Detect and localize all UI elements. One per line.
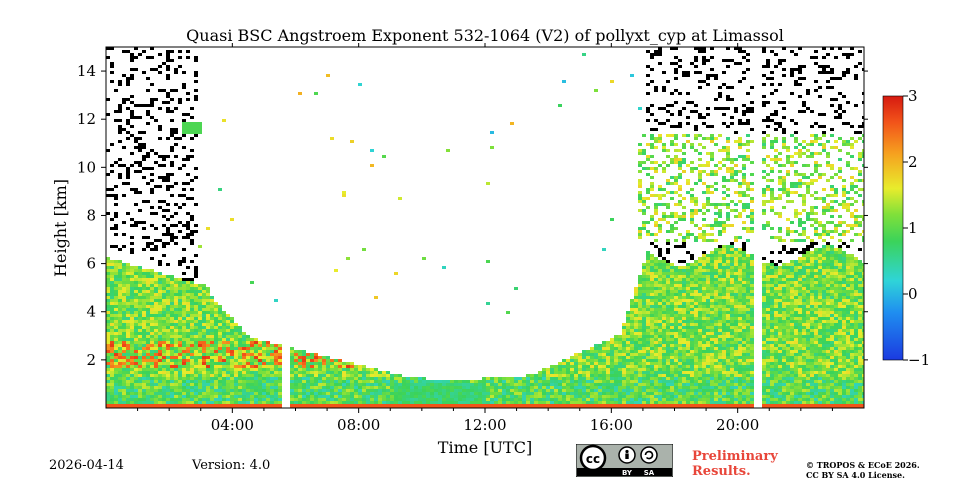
colorbar-tick-label: 1 [908, 219, 918, 237]
y-axis: 2 4 6 8 10 12 14 [77, 62, 868, 369]
preliminary-text: Preliminary [692, 449, 778, 464]
x-tick-label: 16:00 [590, 416, 633, 434]
badge-by-text: BY [622, 469, 633, 477]
x-tick-label: 20:00 [716, 416, 759, 434]
preliminary-results-note: Preliminary Results. [692, 449, 778, 479]
x-axis-label: Time [UTC] [438, 438, 532, 457]
y-tick-label: 14 [77, 62, 96, 80]
y-tick-label: 2 [86, 351, 96, 369]
colorbar [882, 95, 904, 361]
x-axis: 04:00 08:00 12:00 16:00 20:00 [137, 43, 833, 434]
footer-date: 2026-04-14 [49, 458, 124, 473]
y-axis-label: Height [km] [51, 179, 70, 277]
y-tick-label: 4 [86, 303, 96, 321]
x-tick-label: 04:00 [211, 416, 254, 434]
sa-icon [640, 446, 658, 464]
y-tick-label: 12 [77, 110, 96, 128]
copyright-line-2: CC BY SA 4.0 License. [806, 470, 905, 480]
colorbar-ticks: 3 2 1 0 −1 [903, 87, 930, 369]
copyright-line-1: © TROPOS & ECoE 2026. [806, 460, 920, 470]
results-text: Results. [692, 464, 751, 479]
y-tick-label: 6 [86, 255, 96, 273]
cc-icon [579, 444, 607, 472]
cc-license-badge: cc BY SA [576, 444, 673, 477]
badge-sa-text: SA [644, 469, 655, 477]
x-tick-label: 12:00 [463, 416, 506, 434]
copyright-note: © TROPOS & ECoE 2026. CC BY SA 4.0 Licen… [806, 460, 920, 480]
colorbar-tick-label: −1 [908, 351, 930, 369]
y-tick-label: 10 [77, 158, 96, 176]
heatmap-field [106, 47, 864, 408]
footer-version: Version: 4.0 [192, 458, 271, 473]
x-tick-label: 08:00 [337, 416, 380, 434]
colorbar-tick-label: 3 [908, 87, 918, 105]
colorbar-tick-label: 2 [908, 153, 918, 171]
y-tick-label: 8 [86, 206, 96, 224]
colorbar-tick-label: 0 [908, 285, 918, 303]
chart-title: Quasi BSC Angstroem Exponent 532-1064 (V… [186, 26, 784, 45]
